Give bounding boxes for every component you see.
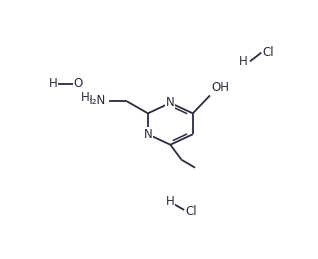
Text: H: H: [239, 55, 248, 68]
Text: H: H: [49, 77, 58, 90]
Text: H₂N: H₂N: [84, 95, 107, 107]
Text: H: H: [81, 91, 90, 104]
Text: H: H: [166, 195, 175, 208]
Text: Cl: Cl: [263, 46, 274, 59]
Text: N: N: [166, 96, 175, 109]
Text: O: O: [73, 77, 83, 90]
Text: OH: OH: [211, 81, 229, 94]
Text: N: N: [144, 128, 152, 141]
Text: Cl: Cl: [185, 205, 197, 218]
